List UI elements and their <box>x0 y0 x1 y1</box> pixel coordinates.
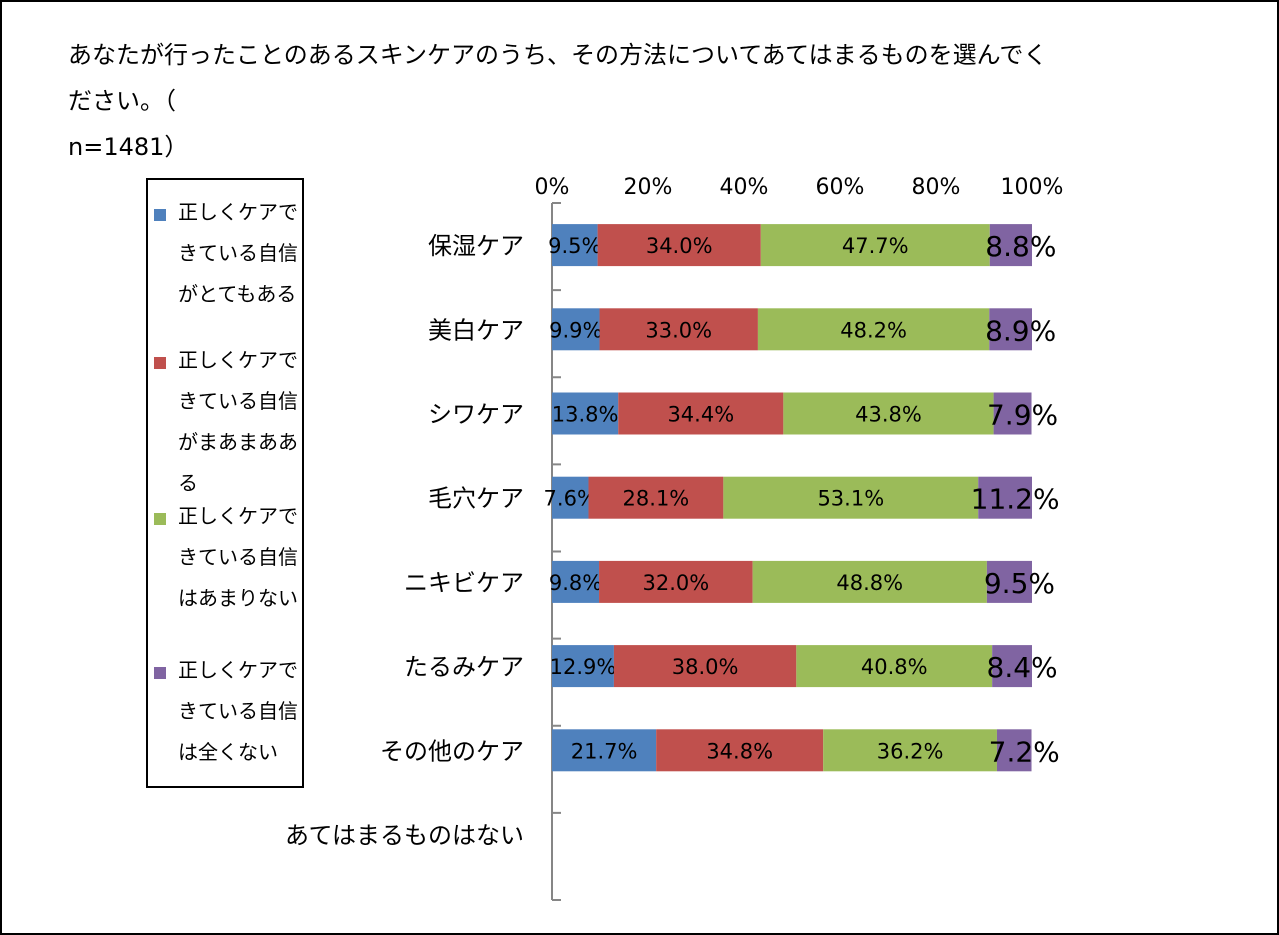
bar-segment <box>752 560 987 603</box>
data-label: 34.4% <box>667 403 734 427</box>
legend-line: きている自信 <box>178 241 298 265</box>
bar-segment <box>823 729 997 772</box>
bar-segment <box>618 392 784 435</box>
x-tick-label: 60% <box>816 175 865 200</box>
bar-segment <box>978 476 1032 519</box>
data-label: 40.8% <box>861 655 928 679</box>
category-label: ニキビケア <box>404 569 524 597</box>
bar-segment <box>613 645 797 688</box>
bar-segment <box>552 645 614 688</box>
data-label: 7.9% <box>987 399 1058 432</box>
data-label: 34.0% <box>646 234 713 258</box>
bar-segment <box>986 560 1032 603</box>
x-tick-label: 100% <box>1001 175 1064 200</box>
bar-segment <box>599 308 758 351</box>
bar-segment <box>796 645 993 688</box>
category-label: たるみケア <box>404 653 524 681</box>
legend-line: る <box>178 471 198 495</box>
legend-line: きている自信 <box>178 389 298 413</box>
chart-title-line-2: n=1481） <box>68 133 189 161</box>
category-label: 美白ケア <box>428 316 524 344</box>
data-label: 33.0% <box>645 318 712 342</box>
bar-segment <box>588 476 724 519</box>
bar-segment <box>552 560 600 603</box>
data-label: 43.8% <box>855 403 922 427</box>
data-label: 9.5% <box>984 567 1055 600</box>
data-label: 28.1% <box>623 487 690 511</box>
legend-line: 正しくケアで <box>178 658 298 682</box>
bar-segment <box>597 224 761 267</box>
chart-legend: 正しくケアで きている自信 がとてもある 正しくケアで きている自信 がまあまあ… <box>146 178 304 788</box>
x-tick-label: 20% <box>624 175 673 200</box>
data-label: 36.2% <box>877 739 944 763</box>
data-label: 11.2% <box>971 483 1060 516</box>
x-tick-label: 40% <box>720 175 769 200</box>
legend-line: きている自信 <box>178 699 298 723</box>
data-label: 7.2% <box>989 735 1060 768</box>
data-label: 53.1% <box>817 487 884 511</box>
bar-segment <box>723 476 979 519</box>
bar-segment <box>552 308 600 351</box>
legend-swatch-not-confident-at-all <box>154 667 166 679</box>
data-label: 12.9% <box>550 655 617 679</box>
legend-line: はあまりない <box>178 586 298 610</box>
legend-line: 正しくケアで <box>178 504 298 528</box>
category-label: 保湿ケア <box>428 232 524 260</box>
bar-segment <box>993 392 1032 435</box>
chart-title-line-1: あなたが行ったことのあるスキンケアのうち、その方法についてあてはまるものを選んで… <box>68 41 1048 115</box>
data-label: 7.6% <box>544 487 597 511</box>
legend-line: 正しくケアで <box>178 348 298 372</box>
data-label: 34.8% <box>706 739 773 763</box>
bar-segment <box>996 729 1032 772</box>
data-label: 8.9% <box>985 314 1056 347</box>
category-label: あてはまるものはない <box>285 822 524 850</box>
bar-segment <box>992 645 1032 688</box>
bar-segment <box>552 224 598 267</box>
data-label: 9.9% <box>549 318 602 342</box>
legend-swatch-very-confident <box>154 209 166 221</box>
category-label: シワケア <box>428 401 524 429</box>
data-label: 21.7% <box>571 739 638 763</box>
data-label: 8.8% <box>985 230 1056 263</box>
data-label: 32.0% <box>642 571 709 595</box>
data-label: 9.5% <box>548 234 601 258</box>
data-label: 48.8% <box>836 571 903 595</box>
data-label: 48.2% <box>840 318 907 342</box>
data-label: 13.8% <box>552 403 619 427</box>
bar-segment <box>989 308 1032 351</box>
bar-segment <box>989 224 1032 267</box>
bar-segment <box>757 308 990 351</box>
bar-segment <box>760 224 990 267</box>
data-label: 9.8% <box>549 571 602 595</box>
bar-segment <box>656 729 824 772</box>
legend-line: は全くない <box>178 740 278 764</box>
bar-segment <box>599 560 753 603</box>
x-tick-label: 80% <box>912 175 961 200</box>
legend-swatch-not-very-confident <box>154 513 166 525</box>
legend-swatch-somewhat-confident <box>154 357 166 369</box>
legend-line: がとてもある <box>178 282 297 306</box>
bar-segment <box>783 392 994 435</box>
bar-segment <box>552 392 619 435</box>
category-label: 毛穴ケア <box>428 485 524 513</box>
data-label: 38.0% <box>672 655 739 679</box>
legend-line: 正しくケアで <box>178 200 298 224</box>
data-label: 47.7% <box>842 234 909 258</box>
legend-line: がまあまああ <box>178 430 298 454</box>
x-tick-label: 0% <box>535 175 570 200</box>
category-label: その他のケア <box>380 737 524 765</box>
data-label: 8.4% <box>987 651 1058 684</box>
legend-line: きている自信 <box>178 545 298 569</box>
bar-segment <box>552 476 589 519</box>
bar-segment <box>552 729 657 772</box>
chart-title: あなたが行ったことのあるスキンケアのうち、その方法についてあてはまるものを選んで… <box>68 32 1068 170</box>
